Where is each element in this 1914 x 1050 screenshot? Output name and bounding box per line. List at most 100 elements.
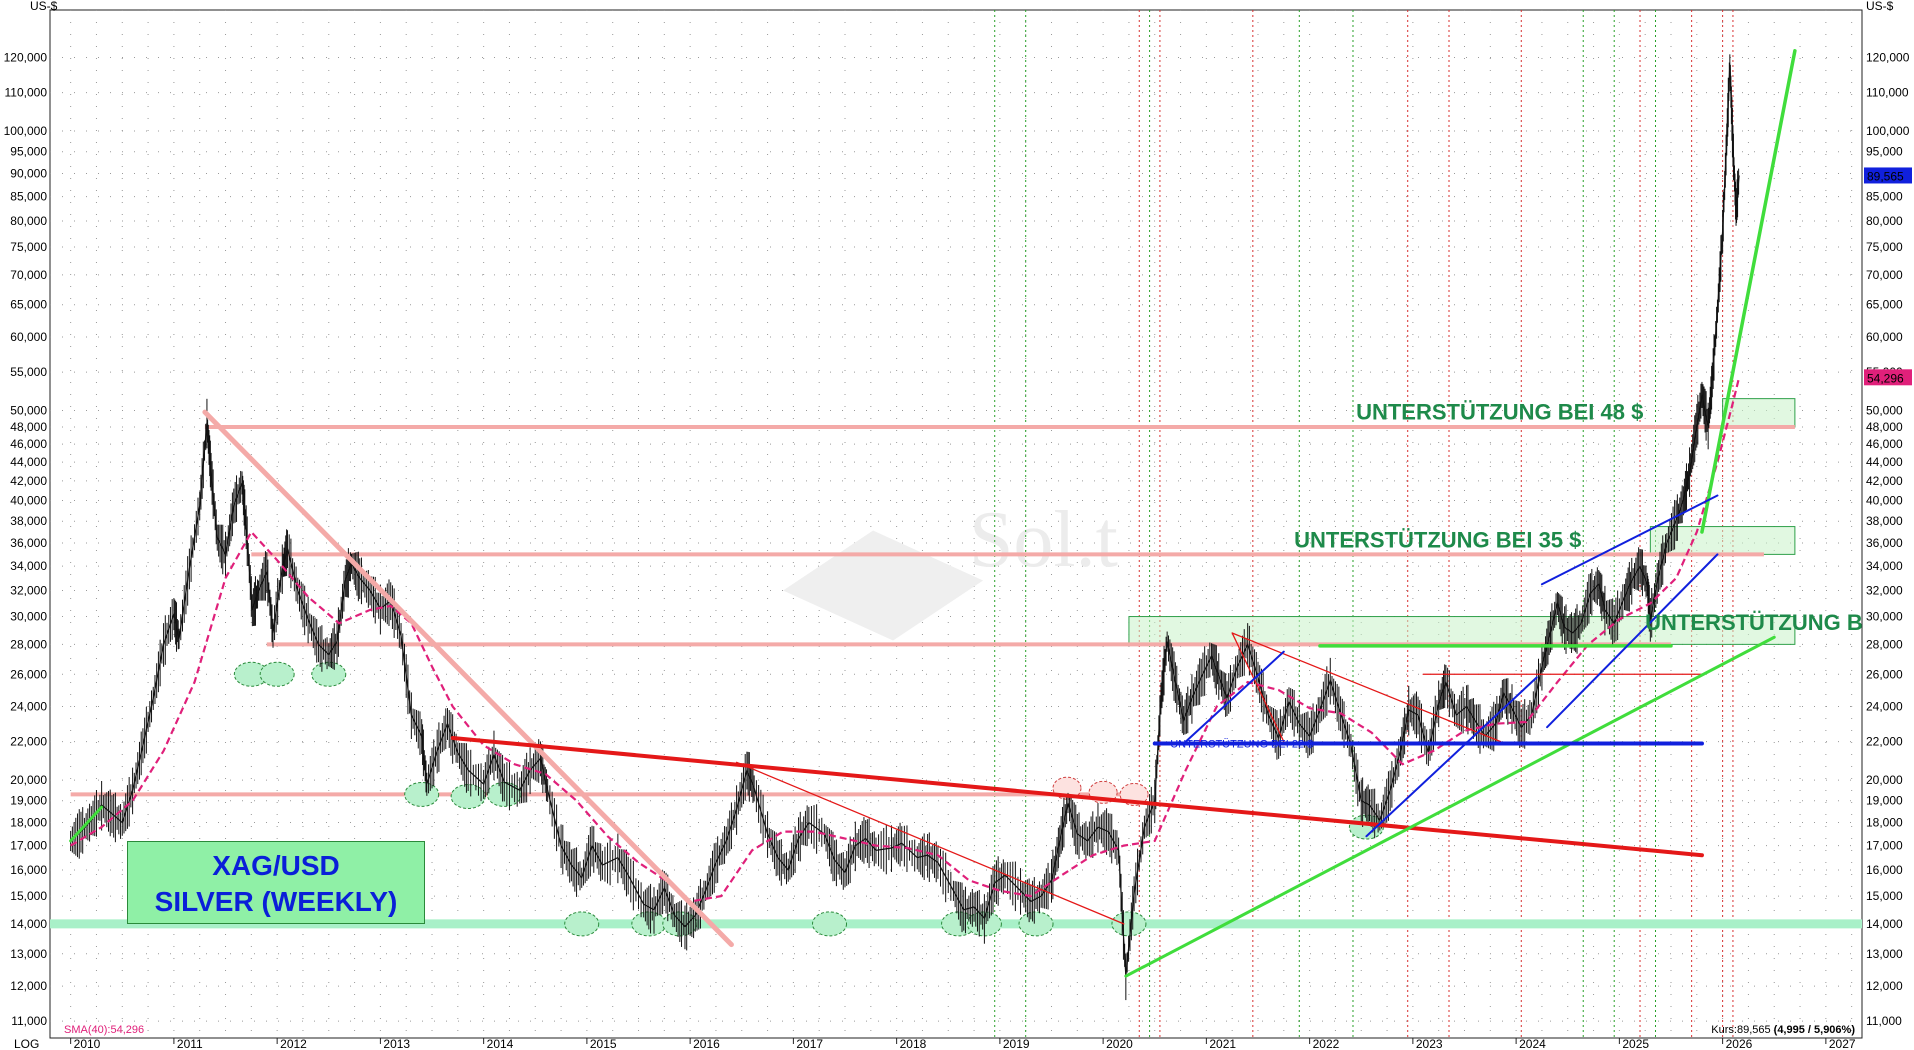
y-tick-label-right: 60,000 [1866,330,1903,344]
y-tick-label-right: 15,000 [1866,889,1903,903]
y-tick-label-left: 34,000 [10,559,47,573]
x-tick-label: 2018 [900,1037,927,1050]
y-tick-label-left: 17,000 [10,839,47,853]
support-touch-ellipse [311,661,347,687]
y-tick-label-left: 24,000 [10,700,47,714]
y-tick-label-left: 40,000 [10,494,47,508]
x-tick-label: 2022 [1313,1037,1340,1050]
price-line [70,64,1740,977]
sma-40-line [70,377,1741,903]
y-tick-label-left: 19,000 [10,794,47,808]
y-tick-label-right: 42,000 [1866,474,1903,488]
y-tick-label-right: 11,000 [1866,1014,1902,1028]
kurs-label: Kurs:89,565 (4,995 / 5,906%) [1711,1024,1855,1036]
sma-legend: SMA(40):54,296 [64,1024,144,1036]
y-tick-label-right: 80,000 [1866,214,1903,228]
title-box: XAG/USD SILVER (WEEKLY) [127,841,425,924]
trend-line [1365,676,1538,838]
support-touch-ellipse [564,911,600,937]
x-tick-label: 2011 [177,1037,203,1050]
support-touch-ellipse [1111,911,1147,937]
y-tick-label-left: 22,000 [10,735,47,749]
y-tick-label-right: 18,000 [1866,816,1903,830]
y-tick-label-right: 120,000 [1866,50,1910,64]
support-annotation: UNTERSTÜTZUNG B [1645,610,1863,635]
y-tick-label-left: 14,000 [10,917,47,931]
y-tick-label-right: 12,000 [1866,979,1903,993]
x-tick-label: 2019 [1003,1037,1030,1050]
y-tick-label-left: 95,000 [10,145,47,159]
y-tick-label-right: 17,000 [1866,839,1903,853]
y-tick-label-right: 50,000 [1866,404,1903,418]
y-tick-label-left: 15,000 [10,889,47,903]
trend-line [1540,494,1719,586]
x-tick-label: 2024 [1519,1037,1546,1050]
y-tick-label-right: 26,000 [1866,667,1903,681]
y-tick-label-right: 22,000 [1866,735,1903,749]
x-tick-label: 2026 [1726,1037,1753,1050]
y-tick-label-left: 18,000 [10,816,47,830]
y-tick-label-right: 100,000 [1866,124,1910,138]
support-zone-box [1722,398,1796,428]
y-tick-label-right: 65,000 [1866,298,1903,312]
y-tick-label-right: 13,000 [1866,947,1903,961]
x-tick-label: 2016 [693,1037,720,1050]
y-tick-label-right: 44,000 [1866,455,1903,469]
y-tick-label-right: 38,000 [1866,514,1903,528]
y-tick-label-left: 11,000 [11,1014,47,1028]
x-tick-label: 2027 [1829,1037,1856,1050]
y-tick-label-right: 30,000 [1866,610,1903,624]
plot-frame [49,9,1863,1039]
y-tick-label-left: 26,000 [10,667,47,681]
sma-last-tag [1864,369,1912,386]
y-tick-label-left: 20,000 [10,773,47,787]
kurs-value: Kurs:89,565 [1711,1024,1773,1036]
y-tick-label-right: 110,000 [1866,86,1909,100]
sma-last-label: 54,296 [1867,371,1904,385]
y-tick-label-left: 13,000 [10,947,47,961]
y-tick-label-left: 42,000 [10,474,47,488]
y-tick-label-right: 24,000 [1866,700,1903,714]
trend-line [1124,635,1776,978]
y-tick-label-right: 75,000 [1866,240,1903,254]
y-tick-label-left: 30,000 [10,610,47,624]
y-tick-label-left: 12,000 [10,979,47,993]
x-tick-label: 2017 [796,1037,823,1050]
x-tick-label: 2023 [1416,1037,1443,1050]
y-tick-label-left: 28,000 [10,637,47,651]
y-tick-label-left: 46,000 [10,437,47,451]
y-tick-label-left: 38,000 [10,514,47,528]
x-tick-label: 2010 [74,1037,101,1050]
y-tick-label-right: 48,000 [1866,420,1903,434]
y-tick-label-left: 60,000 [10,330,47,344]
trend-line [1231,632,1502,743]
y-tick-label-right: 70,000 [1866,268,1903,282]
support-annotation: UNTERSTÜTZUNG BEI 35 $ [1294,528,1581,553]
trend-line [1546,553,1719,729]
chart-title-line2: SILVER (WEEKLY) [154,886,398,917]
support-zone-box [1128,616,1796,645]
trend-line [735,761,1125,925]
x-tick-label: 2020 [1106,1037,1133,1050]
support-touch-ellipse [812,911,848,937]
y-tick-label-left: 70,000 [10,268,47,282]
x-tick-label: 2025 [1622,1037,1649,1050]
y-tick-label-left: 32,000 [10,584,47,598]
y-tick-label-left: 65,000 [10,298,47,312]
y-tick-label-left: 90,000 [10,167,47,181]
support-touch-ellipse [1018,911,1054,937]
y-tick-label-left: 100,000 [4,124,48,138]
y-tick-label-right: 46,000 [1866,437,1903,451]
chart-title-line1: XAG/USD [212,850,340,881]
trend-line [1184,650,1285,743]
y-tick-label-left: 16,000 [10,863,47,877]
y-tick-label-right: 19,000 [1866,794,1903,808]
blue-support-label: UNTERSTÜTZUNG BEI 22 $ [1170,738,1313,750]
watermark-logo [783,530,984,641]
y-tick-label-left: 85,000 [10,190,47,204]
last-price-label: 89,565 [1867,169,1904,183]
y-tick-label-left: 110,000 [5,86,48,100]
x-tick-label: 2012 [280,1037,307,1050]
